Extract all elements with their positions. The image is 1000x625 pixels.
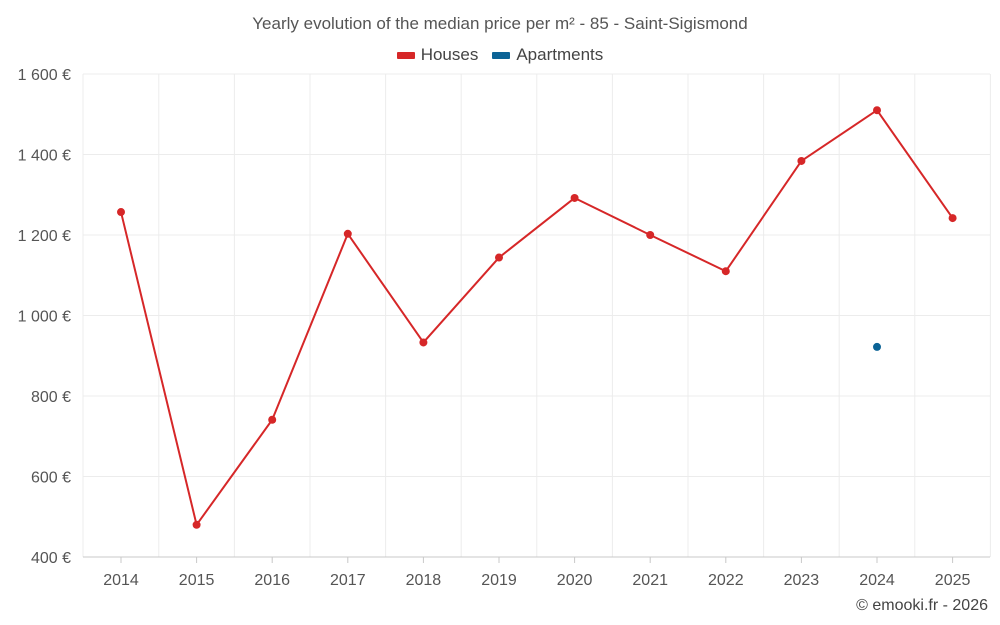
legend-label-apartments: Apartments [516,45,604,64]
x-tick-label: 2015 [179,572,215,589]
x-tick-label: 2017 [330,572,366,589]
series-line-houses [120,109,954,526]
chart-title: Yearly evolution of the median price per… [252,14,748,33]
y-tick-label: 1 400 € [18,148,71,165]
x-tick-label: 2020 [557,572,593,589]
data-point-houses [570,193,579,202]
x-tick-label: 2014 [103,572,139,589]
x-tick-label: 2025 [935,572,971,589]
x-tick-label: 2021 [632,572,668,589]
x-tick-label: 2023 [784,572,820,589]
data-point-houses [873,106,881,115]
data-point-houses [192,520,201,529]
data-point-houses [797,156,806,165]
data-point-houses [268,415,277,424]
data-point-houses [646,231,655,239]
data-point-houses [117,208,125,217]
legend-item-apartments[interactable]: Apartments [492,45,603,65]
legend-label-houses: Houses [420,45,479,64]
x-tick-label: 2019 [481,572,517,589]
data-point-houses [948,214,957,223]
legend: Houses Apartments [0,45,1000,65]
data-point-houses [343,229,352,238]
x-tick-label: 2018 [406,572,442,589]
x-tick-label: 2022 [708,572,744,589]
legend-swatch-apartments [492,51,511,59]
y-tick-label: 1 200 € [18,228,71,245]
data-point-apartments [873,342,881,351]
data-point-houses [495,253,503,262]
y-tick-label: 1 000 € [18,309,71,326]
legend-item-houses[interactable]: Houses [396,45,479,65]
x-tick-label: 2016 [254,572,290,589]
data-point-houses [419,338,428,347]
data-point-houses [721,267,730,276]
y-tick-label: 800 € [31,389,71,406]
x-tick-label: 2024 [859,572,895,589]
legend-swatch-houses [396,51,415,59]
y-tick-label: 600 € [31,470,71,487]
credit-text: © emooki.fr - 2026 [856,597,988,614]
y-tick-label: 400 € [31,550,71,567]
y-tick-label: 1 600 € [18,67,71,84]
